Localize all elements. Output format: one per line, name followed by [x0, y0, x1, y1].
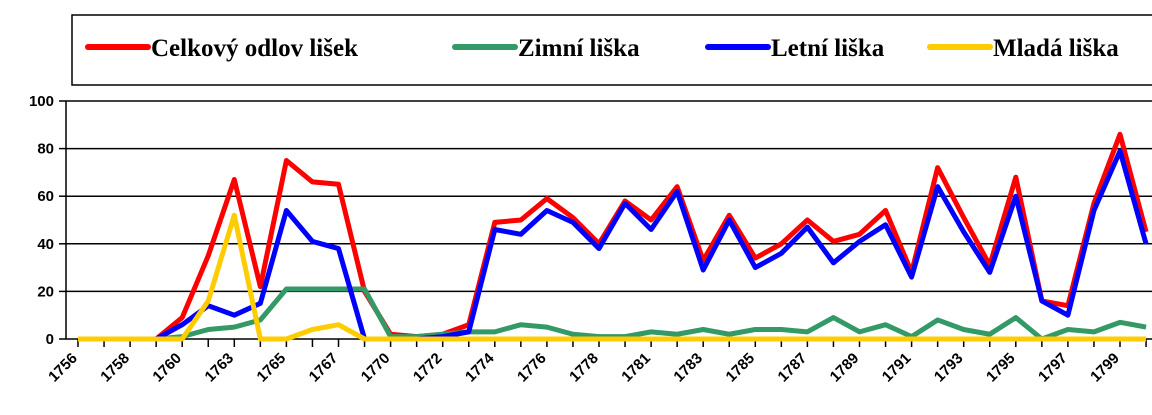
x-tick-label: 1760	[149, 350, 185, 386]
x-tick-label: 1795	[983, 350, 1019, 386]
y-tick-label: 100	[29, 93, 54, 110]
x-tick-label: 1770	[358, 350, 394, 386]
x-tick-label: 1791	[879, 350, 915, 386]
x-tick-label: 1774	[462, 349, 498, 385]
series-line	[78, 148, 1149, 342]
x-tick-label: 1776	[514, 350, 550, 386]
legend-label: Celkový odlov lišek	[151, 35, 358, 62]
x-tick-label: 1763	[202, 350, 238, 386]
x-tick-label: 1781	[618, 350, 654, 386]
x-tick-label: 1787	[775, 350, 811, 386]
x-tick-label: 1799	[1087, 350, 1123, 386]
y-tick-label: 20	[37, 283, 54, 300]
y-tick-label: 80	[37, 141, 54, 158]
x-tick-label: 1765	[254, 350, 290, 386]
x-tick-label: 1797	[1035, 350, 1071, 386]
x-tick-label: 1778	[566, 350, 602, 386]
x-tick-label: 1756	[45, 350, 81, 386]
x-tick-label: 1758	[97, 350, 133, 386]
series-line	[78, 212, 1147, 342]
x-tick-label: 1767	[306, 350, 342, 386]
legend-label: Zimní liška	[518, 35, 640, 62]
y-tick-label: 40	[37, 236, 54, 253]
x-tick-label: 1789	[827, 350, 863, 386]
legend-label: Letní liška	[771, 35, 885, 62]
y-tick-label: 0	[46, 331, 54, 348]
x-tick-label: 1785	[723, 350, 759, 386]
x-tick-label: 1783	[670, 350, 706, 386]
legend-label: Mladá liška	[993, 35, 1119, 62]
x-tick-label: 1793	[931, 350, 967, 386]
x-tick-label: 1772	[410, 350, 446, 386]
y-tick-label: 60	[37, 188, 54, 205]
